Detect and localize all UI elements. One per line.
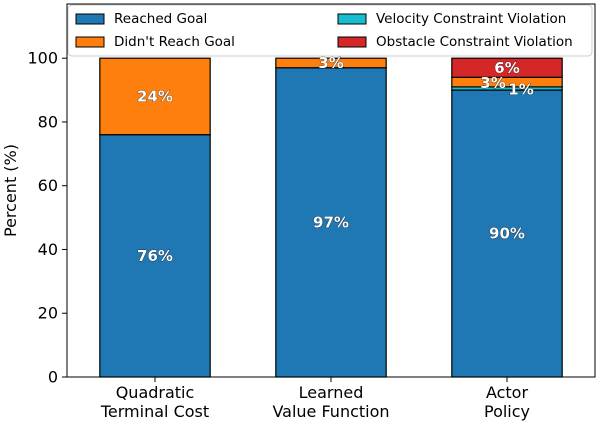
legend-label: Velocity Constraint Violation	[376, 11, 566, 27]
y-tick-label: 20	[38, 304, 58, 323]
data-label: 76%	[137, 247, 173, 265]
legend-swatch	[75, 36, 105, 48]
data-label: 90%	[489, 225, 525, 243]
data-label: 1%	[508, 80, 533, 98]
y-axis-label: Percent (%)	[1, 144, 20, 237]
legend-frame	[67, 4, 593, 57]
data-label: 97%	[313, 213, 349, 231]
data-label: 24%	[137, 87, 173, 105]
x-tick-label: Terminal Cost	[100, 402, 209, 421]
data-label: 6%	[494, 59, 519, 77]
legend-label: Obstacle Constraint Violation	[376, 34, 573, 50]
bar-segment	[99, 57, 211, 136]
bar-segment	[451, 76, 563, 88]
legend-swatch	[337, 13, 367, 25]
bar-segment	[99, 134, 211, 378]
legend-swatch	[337, 36, 367, 48]
legend-swatch	[75, 13, 105, 25]
x-tick-label: Quadratic	[116, 383, 195, 402]
bar-segment	[451, 89, 563, 378]
y-tick-label: 40	[38, 240, 58, 259]
x-tick-label: Actor	[486, 383, 529, 402]
data-label: 3%	[318, 54, 343, 72]
bars-layer	[99, 57, 563, 378]
data-label: 3%	[480, 74, 505, 92]
bar-segment	[451, 57, 563, 78]
bar-segment	[275, 57, 387, 69]
y-tick-label: 60	[38, 176, 58, 195]
plot-frame	[66, 3, 596, 378]
x-tick-label: Policy	[484, 402, 530, 421]
legend: Reached Goal Didn't Reach Goal Velocity Co…	[67, 4, 593, 57]
data-labels-layer: 76%24%97%3%90%1%3%6%	[137, 54, 534, 265]
y-tick-label: 80	[38, 112, 58, 131]
legend-label: Didn't Reach Goal	[114, 34, 235, 50]
x-tick-label: Learned	[299, 383, 364, 402]
legend-label: Reached Goal	[114, 11, 207, 27]
y-tick-label: 100	[27, 49, 58, 68]
y-tick-label: 0	[48, 368, 58, 387]
x-tick-label: Value Function	[272, 402, 389, 421]
